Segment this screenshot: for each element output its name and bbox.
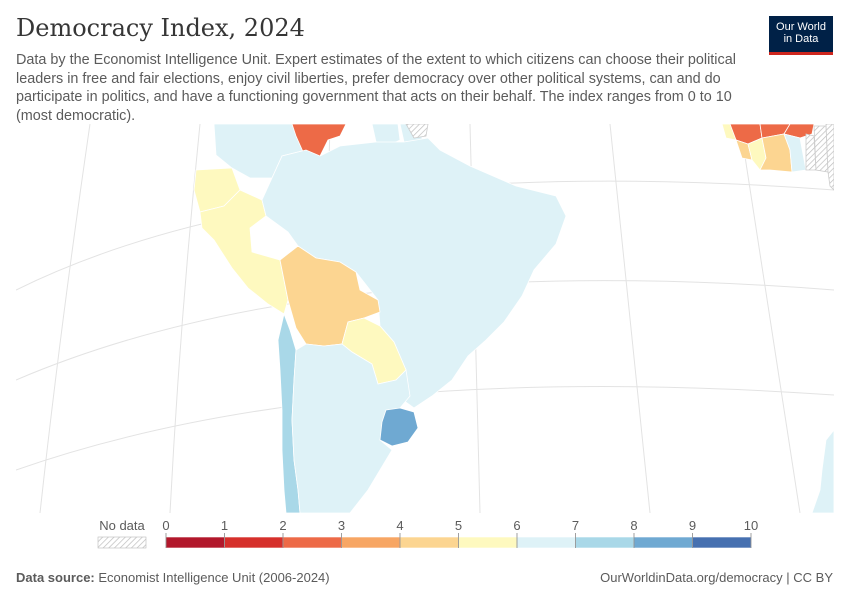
region-french-guiana (405, 124, 429, 139)
map-canvas[interactable] (16, 124, 834, 513)
owid-logo[interactable]: Our World in Data (769, 16, 833, 55)
chart-subtitle: Data by the Economist Intelligence Unit.… (16, 52, 736, 125)
region-south-africa[interactable] (811, 429, 834, 513)
legend-bin-9[interactable] (692, 536, 752, 549)
legend-tick-label-10: 10 (744, 518, 758, 533)
legend-bin-6[interactable] (516, 536, 576, 549)
region-benin[interactable] (813, 125, 829, 173)
legend-bin-7[interactable] (575, 536, 635, 549)
region-bolivia[interactable] (279, 245, 381, 347)
legend-tick-label-4: 4 (396, 518, 403, 533)
legend-tick-label-2: 2 (279, 518, 286, 533)
legend-no-data-swatch (97, 536, 147, 549)
legend-bin-5[interactable] (458, 536, 518, 549)
legend-bin-4[interactable] (399, 536, 459, 549)
legend-bin-8[interactable] (633, 536, 693, 549)
legend-tick-label-3: 3 (338, 518, 345, 533)
logo-line-1: Our World (776, 21, 826, 33)
region-venezuela[interactable] (291, 124, 347, 157)
legend-tick-label-5: 5 (455, 518, 462, 533)
footer-source: Data source: Economist Intelligence Unit… (16, 570, 330, 585)
legend-tick-label-9: 9 (689, 518, 696, 533)
legend-bin-0[interactable] (165, 536, 225, 549)
legend-tick-label-0: 0 (162, 518, 169, 533)
legend-bins (165, 536, 752, 549)
region-ghana[interactable] (783, 133, 807, 173)
source-text[interactable]: Economist Intelligence Unit (2006-2024) (98, 570, 330, 585)
legend: No data 0 1 2 3 4 5 6 7 8 9 10 (97, 518, 758, 549)
legend-ticks: 0 1 2 3 4 5 6 7 8 9 10 (162, 518, 758, 548)
region-uruguay[interactable] (379, 407, 419, 447)
legend-no-data-label: No data (99, 518, 145, 533)
region-nigeria-edge[interactable] (825, 124, 834, 191)
countries (193, 124, 834, 513)
legend-bin-1[interactable] (224, 536, 284, 549)
legend-bin-3[interactable] (341, 536, 401, 549)
source-label: Data source: (16, 570, 95, 585)
footer-attribution[interactable]: OurWorldinData.org/democracy | CC BY (600, 570, 833, 585)
legend-tick-label-1: 1 (221, 518, 228, 533)
legend-tick-label-6: 6 (513, 518, 520, 533)
legend-tick-label-8: 8 (630, 518, 637, 533)
legend-bin-2[interactable] (282, 536, 342, 549)
legend-tick-label-7: 7 (572, 518, 579, 533)
logo-line-2: in Data (783, 33, 819, 45)
chart-title: Democracy Index, 2024 (16, 14, 305, 42)
